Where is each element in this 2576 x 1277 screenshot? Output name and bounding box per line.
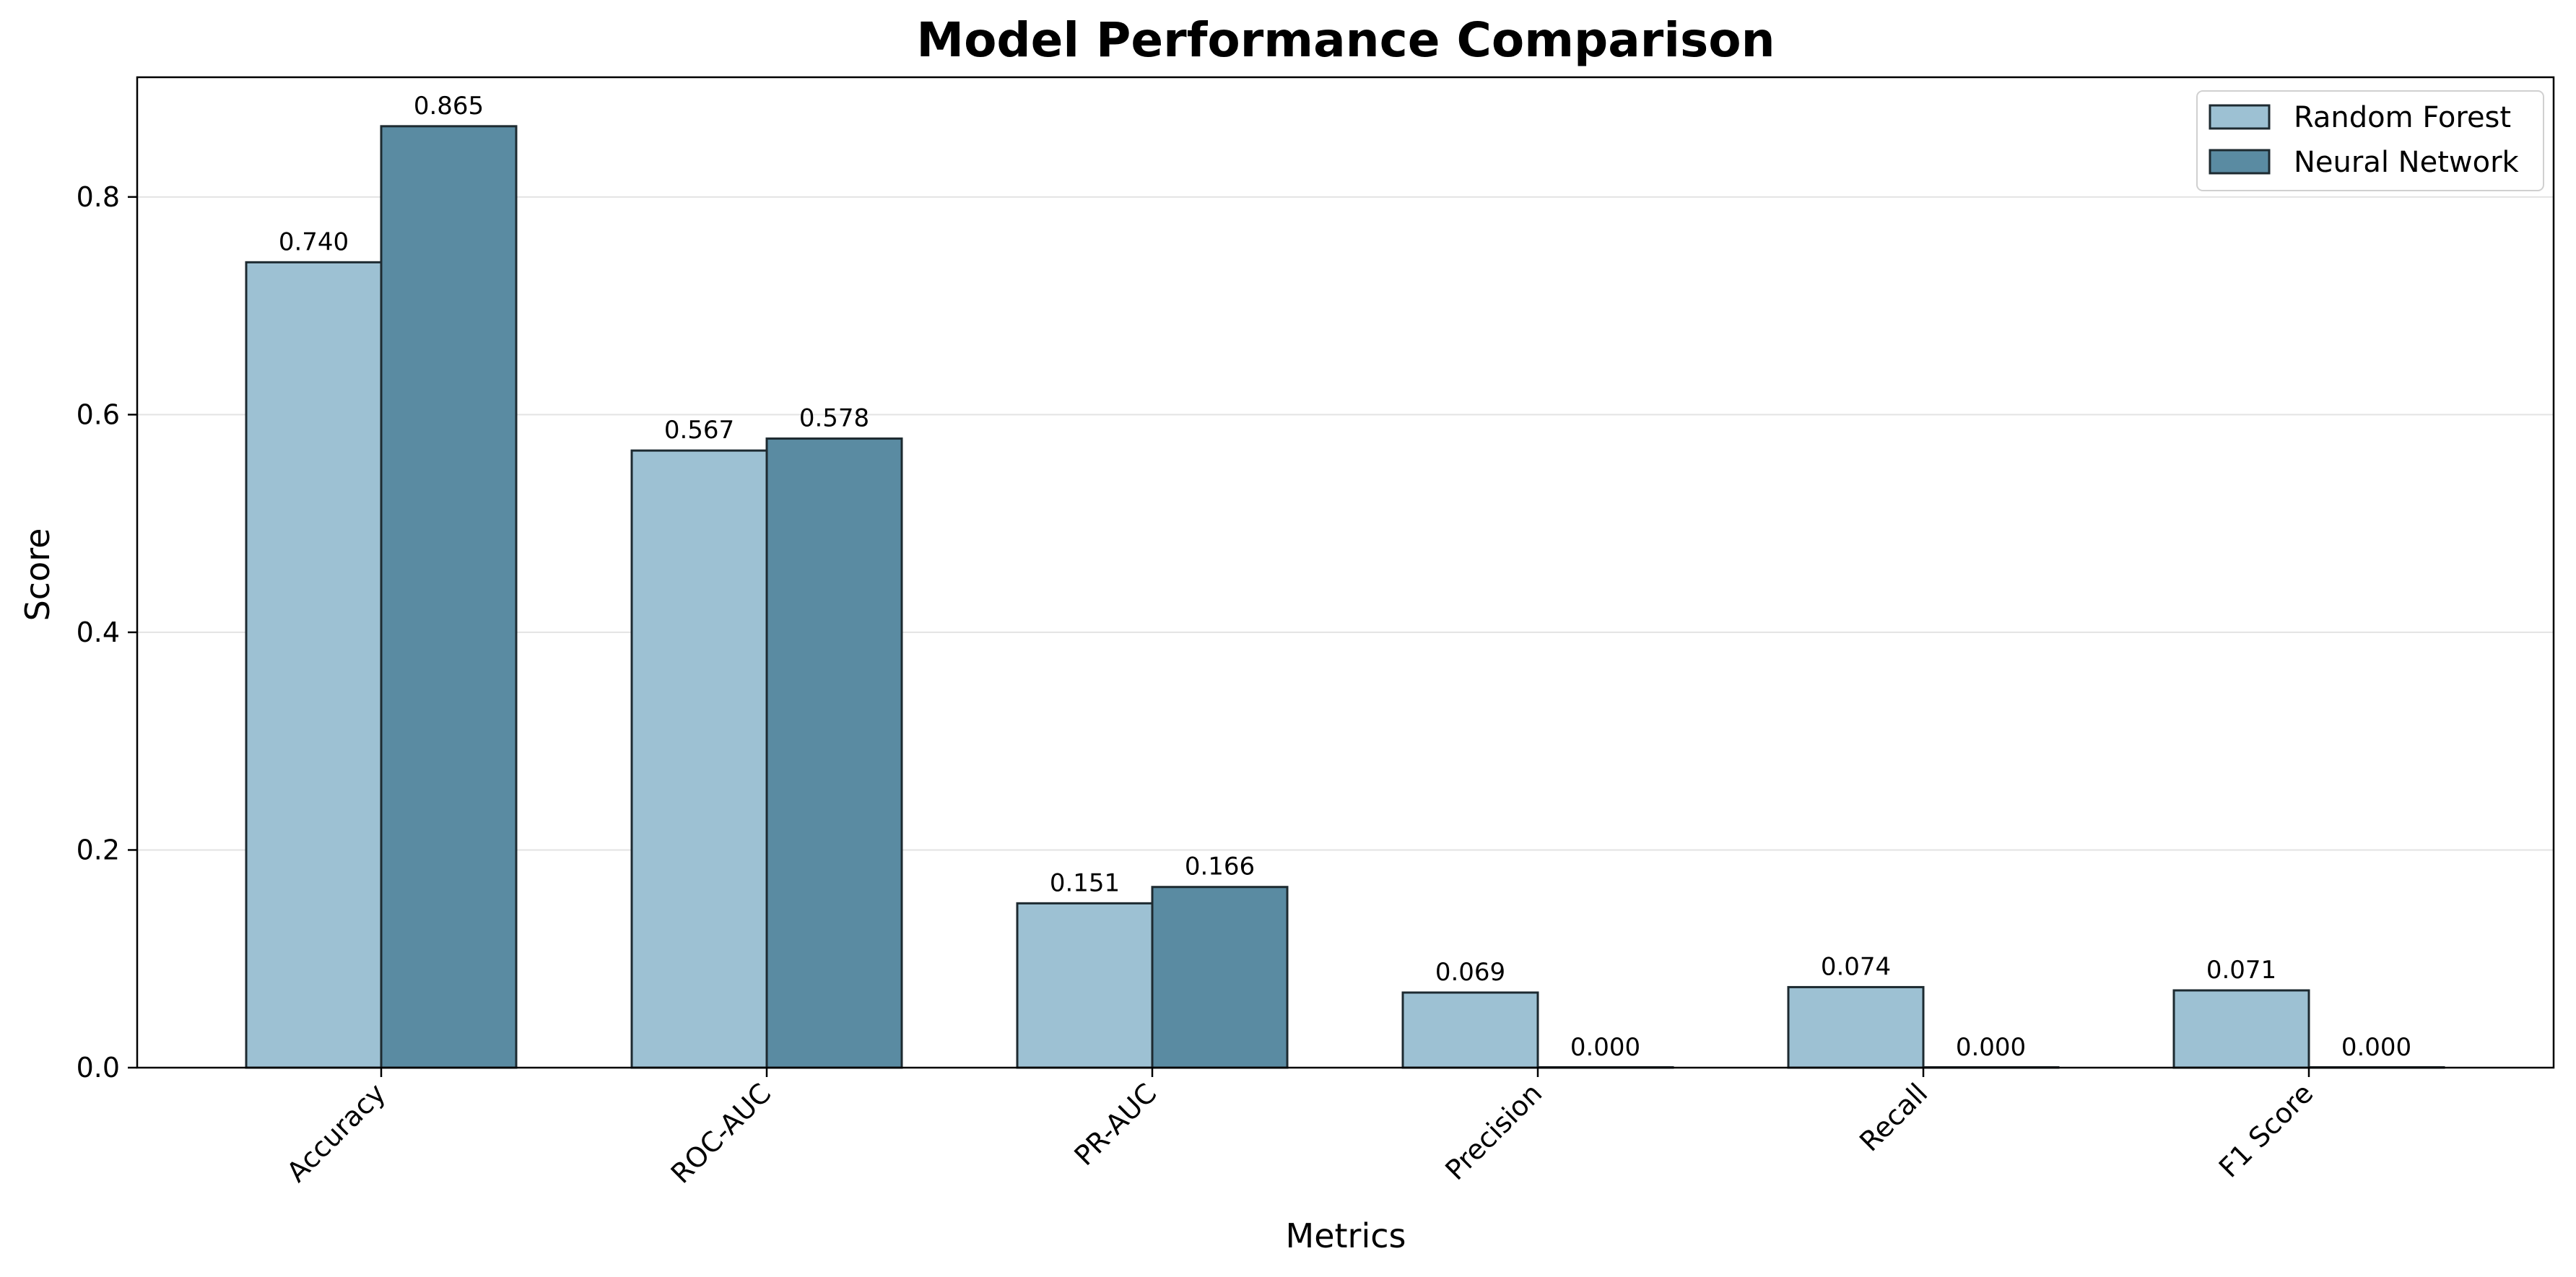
data-label: 0.166 xyxy=(1185,853,1255,881)
bar-random-forest xyxy=(245,261,383,1069)
y-tick-label: 0.2 xyxy=(77,834,120,866)
x-tick-label: F1 Score xyxy=(2213,1077,2319,1183)
x-axis-label: Metrics xyxy=(1286,1216,1406,1255)
data-label: 0.740 xyxy=(279,227,349,256)
bar-random-forest xyxy=(2172,989,2310,1069)
data-label: 0.074 xyxy=(1821,952,1891,981)
y-axis-label: Score xyxy=(18,528,57,622)
bars xyxy=(245,125,2445,1069)
data-label: 0.069 xyxy=(1435,958,1505,987)
legend-box xyxy=(2196,90,2544,191)
data-labels: 0.740 0.865 0.567 0.578 0.151 0.166 0.069 0.000… xyxy=(279,92,2411,1062)
bar-random-forest xyxy=(1401,991,1539,1069)
x-tick-label: Recall xyxy=(1853,1077,1933,1157)
bar-neural-network xyxy=(380,125,518,1069)
x-tick-label: Accuracy xyxy=(281,1077,392,1188)
x-tick-label: ROC-AUC xyxy=(665,1077,778,1190)
x-tick-label: PR-AUC xyxy=(1069,1077,1163,1172)
data-label: 0.000 xyxy=(2341,1033,2411,1062)
bar-random-forest xyxy=(630,449,768,1069)
plot-frame xyxy=(136,76,2555,1069)
x-tick-label: Precision xyxy=(1439,1077,1548,1186)
y-tick-label: 0.8 xyxy=(77,181,120,213)
bar-neural-network xyxy=(1151,886,1289,1069)
bar-random-forest xyxy=(1787,985,1925,1069)
legend-label: Random Forest xyxy=(2294,101,2511,134)
legend: Random Forest Neural Network xyxy=(2196,90,2544,191)
bar-random-forest xyxy=(1016,902,1154,1069)
data-label: 0.000 xyxy=(1956,1033,2026,1062)
y-tick-label: 0.6 xyxy=(77,398,120,430)
legend-swatch xyxy=(2209,149,2271,175)
y-tick-label: 0.4 xyxy=(77,616,120,648)
data-label: 0.151 xyxy=(1050,868,1120,897)
bar-neural-network xyxy=(765,437,903,1069)
data-label: 0.000 xyxy=(1570,1033,1640,1062)
data-label: 0.567 xyxy=(664,416,734,445)
data-label: 0.578 xyxy=(799,404,869,433)
data-label: 0.865 xyxy=(414,92,484,121)
y-tick-label: 0.0 xyxy=(77,1052,120,1084)
chart-title: Model Performance Comparison xyxy=(916,12,1775,68)
legend-swatch xyxy=(2209,104,2271,130)
data-label: 0.071 xyxy=(2206,956,2276,985)
legend-label: Neural Network xyxy=(2294,146,2520,179)
